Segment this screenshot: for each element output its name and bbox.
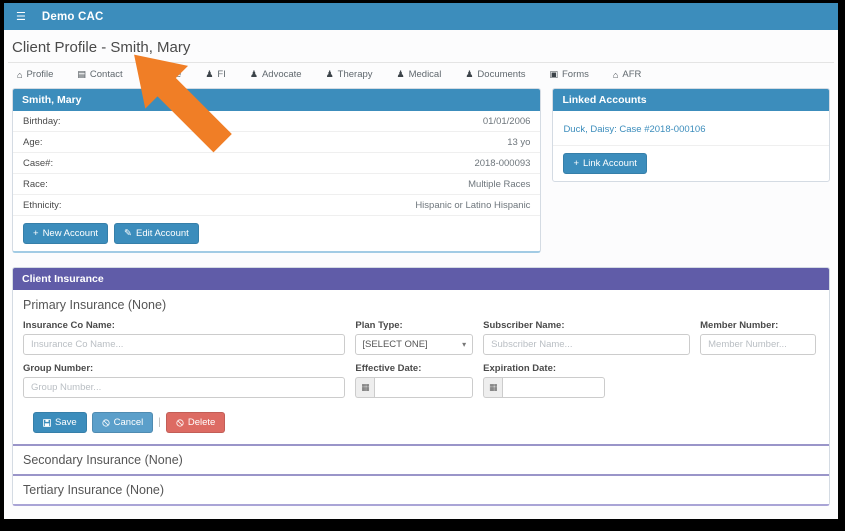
hamburger-menu-icon[interactable]: ☰ bbox=[16, 11, 26, 23]
house-icon: ⌂ bbox=[17, 69, 23, 80]
plan-type-select[interactable]: [SELECT ONE] ▾ bbox=[355, 334, 474, 355]
tab-forms[interactable]: ▣ Forms bbox=[549, 69, 588, 80]
field-label: Birthday: bbox=[23, 115, 61, 127]
button-label: New Account bbox=[42, 228, 99, 239]
button-separator: | bbox=[158, 417, 161, 428]
tab-therapy[interactable]: ♟ Therapy bbox=[326, 69, 373, 80]
subscriber-name-label: Subscriber Name: bbox=[483, 320, 565, 331]
user-icon: ♟ bbox=[396, 69, 405, 79]
effective-date-input[interactable] bbox=[374, 377, 474, 398]
tab-fi[interactable]: ♟ FI bbox=[205, 69, 226, 80]
briefcase-icon: ▦ bbox=[146, 69, 156, 79]
field-value: 01/01/2006 bbox=[482, 115, 531, 127]
tab-contact[interactable]: ▤ Contact bbox=[77, 69, 122, 80]
secondary-insurance-header[interactable]: Secondary Insurance (None) bbox=[13, 444, 829, 474]
button-label: Cancel bbox=[113, 417, 144, 428]
selected-option: [SELECT ONE] bbox=[362, 339, 428, 350]
field-label: Ethnicity: bbox=[23, 199, 62, 211]
house-icon: ⌂ bbox=[612, 69, 619, 80]
tab-label: Medical bbox=[408, 69, 442, 80]
tab-label: Advocate bbox=[261, 69, 302, 80]
linked-accounts-title: Linked Accounts bbox=[553, 89, 829, 111]
tab-medical[interactable]: ♟ Medical bbox=[397, 69, 442, 80]
tertiary-insurance-header[interactable]: Tertiary Insurance (None) bbox=[13, 474, 829, 504]
edit-account-button[interactable]: ✎ Edit Account bbox=[114, 223, 199, 244]
user-icon: ♟ bbox=[325, 69, 334, 79]
info-row-ethnicity: Ethnicity: Hispanic or Latino Hispanic bbox=[13, 195, 541, 216]
user-icon: ♟ bbox=[205, 69, 214, 79]
field-value: 2018-000093 bbox=[474, 157, 531, 169]
user-icon: ♟ bbox=[465, 69, 474, 79]
new-account-button[interactable]: + New Account bbox=[23, 223, 109, 244]
ban-icon bbox=[176, 418, 184, 427]
member-number-input[interactable] bbox=[700, 334, 816, 355]
button-label: Edit Account bbox=[135, 228, 189, 239]
field-value: Hispanic or Latino Hispanic bbox=[415, 199, 531, 211]
link-account-button[interactable]: + Link Account bbox=[563, 153, 647, 174]
insurance-co-name-input[interactable] bbox=[23, 334, 346, 355]
tab-label: Documents bbox=[477, 69, 526, 80]
info-row-birthday: Birthday: 01/01/2006 bbox=[13, 111, 541, 132]
app-title: Demo CAC bbox=[41, 10, 104, 23]
tab-label: Profile bbox=[26, 69, 54, 80]
app-window: ☰ Demo CAC Client Profile - Smith, Mary … bbox=[4, 3, 838, 519]
page-title: Client Profile - Smith, Mary bbox=[8, 35, 834, 63]
address-book-icon: ▤ bbox=[77, 69, 86, 79]
field-label: Case#: bbox=[23, 157, 54, 169]
group-number-input[interactable] bbox=[23, 377, 346, 398]
tab-label: Case bbox=[159, 69, 182, 80]
client-info-panel: Smith, Mary Birthday: 01/01/2006 Age: 13… bbox=[12, 88, 542, 253]
tab-profile[interactable]: ⌂ Profile bbox=[17, 69, 53, 80]
member-number-label: Member Number: bbox=[700, 320, 779, 331]
effective-date-label: Effective Date: bbox=[355, 363, 422, 374]
insurance-co-name-label: Insurance Co Name: bbox=[23, 320, 115, 331]
top-navbar: ☰ Demo CAC bbox=[4, 3, 838, 30]
subscriber-name-input[interactable] bbox=[483, 334, 691, 355]
plus-icon: + bbox=[33, 228, 39, 239]
field-label: Race: bbox=[23, 178, 48, 190]
field-label: Age: bbox=[23, 136, 43, 148]
tab-afr[interactable]: ⌂ AFR bbox=[613, 69, 641, 80]
calendar-icon: ▦ bbox=[483, 377, 503, 398]
button-label: Delete bbox=[187, 417, 216, 428]
linked-accounts-panel: Linked Accounts Duck, Daisy: Case #2018-… bbox=[552, 88, 830, 182]
tab-label: Therapy bbox=[337, 69, 373, 80]
client-panel-title: Smith, Mary bbox=[13, 89, 541, 111]
calendar-icon: ▦ bbox=[355, 377, 375, 398]
tab-label: AFR bbox=[622, 69, 642, 80]
profile-nav-tabs: ⌂ Profile ▤ Contact ▦ Case ♟ FI ♟ Advoca… bbox=[4, 63, 838, 86]
group-number-label: Group Number: bbox=[23, 363, 94, 374]
client-insurance-panel: Client Insurance Primary Insurance (None… bbox=[12, 267, 830, 506]
save-icon bbox=[43, 418, 51, 427]
plus-icon: + bbox=[573, 158, 579, 169]
client-insurance-title: Client Insurance bbox=[13, 268, 829, 290]
field-value: Multiple Races bbox=[468, 178, 531, 190]
info-row-case-number: Case#: 2018-000093 bbox=[13, 153, 541, 174]
tab-label: Forms bbox=[562, 69, 589, 80]
plan-type-label: Plan Type: bbox=[355, 320, 403, 331]
expiration-date-label: Expiration Date: bbox=[483, 363, 557, 374]
primary-insurance-header[interactable]: Primary Insurance (None) bbox=[23, 298, 167, 312]
delete-button[interactable]: Delete bbox=[165, 412, 226, 433]
pencil-icon: ✎ bbox=[124, 228, 132, 239]
file-icon: ▣ bbox=[549, 69, 558, 79]
info-row-age: Age: 13 yo bbox=[13, 132, 541, 153]
field-value: 13 yo bbox=[507, 136, 531, 148]
info-row-race: Race: Multiple Races bbox=[13, 174, 541, 195]
expiration-date-input[interactable] bbox=[502, 377, 606, 398]
save-button[interactable]: Save bbox=[33, 412, 87, 433]
linked-account-link[interactable]: Duck, Daisy: Case #2018-000106 bbox=[563, 124, 706, 135]
tab-label: Contact bbox=[89, 69, 123, 80]
tab-documents[interactable]: ♟ Documents bbox=[465, 69, 525, 80]
button-label: Save bbox=[55, 417, 77, 428]
tab-case[interactable]: ▦ Case bbox=[147, 69, 182, 80]
chevron-down-icon: ▾ bbox=[462, 340, 467, 349]
user-icon: ♟ bbox=[249, 69, 258, 79]
tab-advocate[interactable]: ♟ Advocate bbox=[250, 69, 302, 80]
button-label: Link Account bbox=[583, 158, 637, 169]
tab-label: FI bbox=[217, 69, 226, 80]
cancel-button[interactable]: Cancel bbox=[91, 412, 154, 433]
ban-icon bbox=[102, 418, 110, 427]
